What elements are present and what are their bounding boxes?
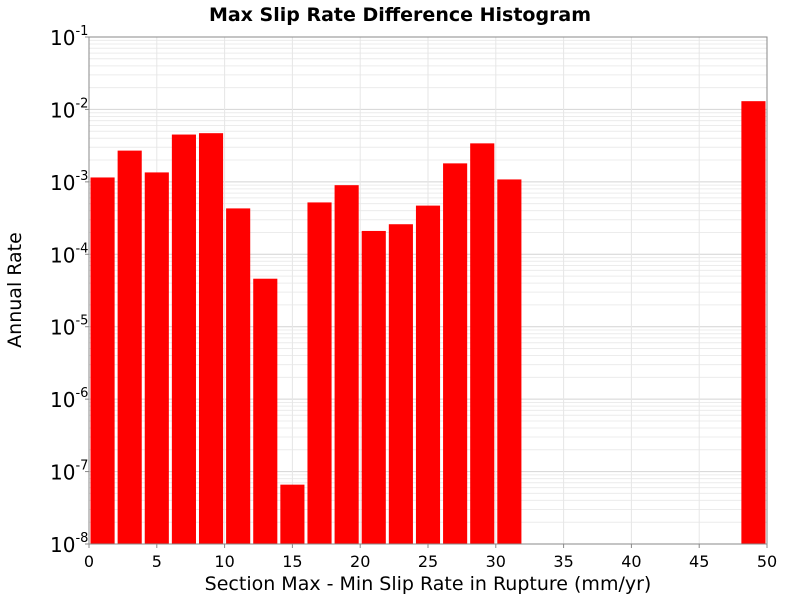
y-tick-label: 10-1 (50, 24, 88, 50)
x-tick-label: 0 (84, 552, 94, 571)
bar (117, 150, 142, 544)
x-tick-label: 20 (350, 552, 370, 571)
x-axis-label: Section Max - Min Slip Rate in Rupture (… (205, 573, 652, 595)
bar (334, 185, 359, 544)
bar (443, 163, 468, 545)
bar (253, 278, 278, 544)
bar (307, 202, 332, 544)
y-tick-label: 10-2 (50, 96, 88, 122)
x-tick-label: 50 (757, 552, 777, 571)
x-tick-label: 40 (621, 552, 641, 571)
x-tick-label: 10 (214, 552, 234, 571)
x-tick-label: 45 (689, 552, 709, 571)
chart-title: Max Slip Rate Difference Histogram (209, 4, 591, 26)
x-tick-label: 25 (418, 552, 438, 571)
y-tick-label: 10-5 (50, 314, 88, 340)
bar (280, 484, 305, 544)
bar (361, 230, 386, 545)
bar (198, 133, 224, 545)
y-tick-label: 10-8 (50, 531, 88, 557)
y-tick-label: 10-4 (50, 241, 88, 267)
y-axis-ticks: 10-1 10-2 10-3 10-4 10-5 10-6 10-7 10-8 (50, 24, 89, 557)
bar (497, 179, 522, 544)
bars (90, 101, 766, 545)
x-tick-label: 15 (282, 552, 302, 571)
y-tick-label: 10-3 (50, 169, 88, 195)
y-axis-label: Annual Rate (4, 232, 26, 348)
x-tick-label: 30 (486, 552, 506, 571)
x-tick-label: 5 (152, 552, 162, 571)
bar (470, 143, 495, 544)
bar (226, 208, 251, 545)
bar (90, 177, 115, 545)
x-axis-ticks: 0 5 10 15 20 25 30 35 40 45 50 (84, 544, 777, 571)
bar (741, 101, 766, 545)
x-tick-label: 35 (553, 552, 573, 571)
bar (388, 224, 413, 544)
bar (171, 134, 196, 544)
bar (415, 205, 441, 544)
y-tick-label: 10-7 (50, 459, 88, 485)
bar (144, 172, 169, 545)
y-tick-label: 10-6 (50, 386, 88, 412)
